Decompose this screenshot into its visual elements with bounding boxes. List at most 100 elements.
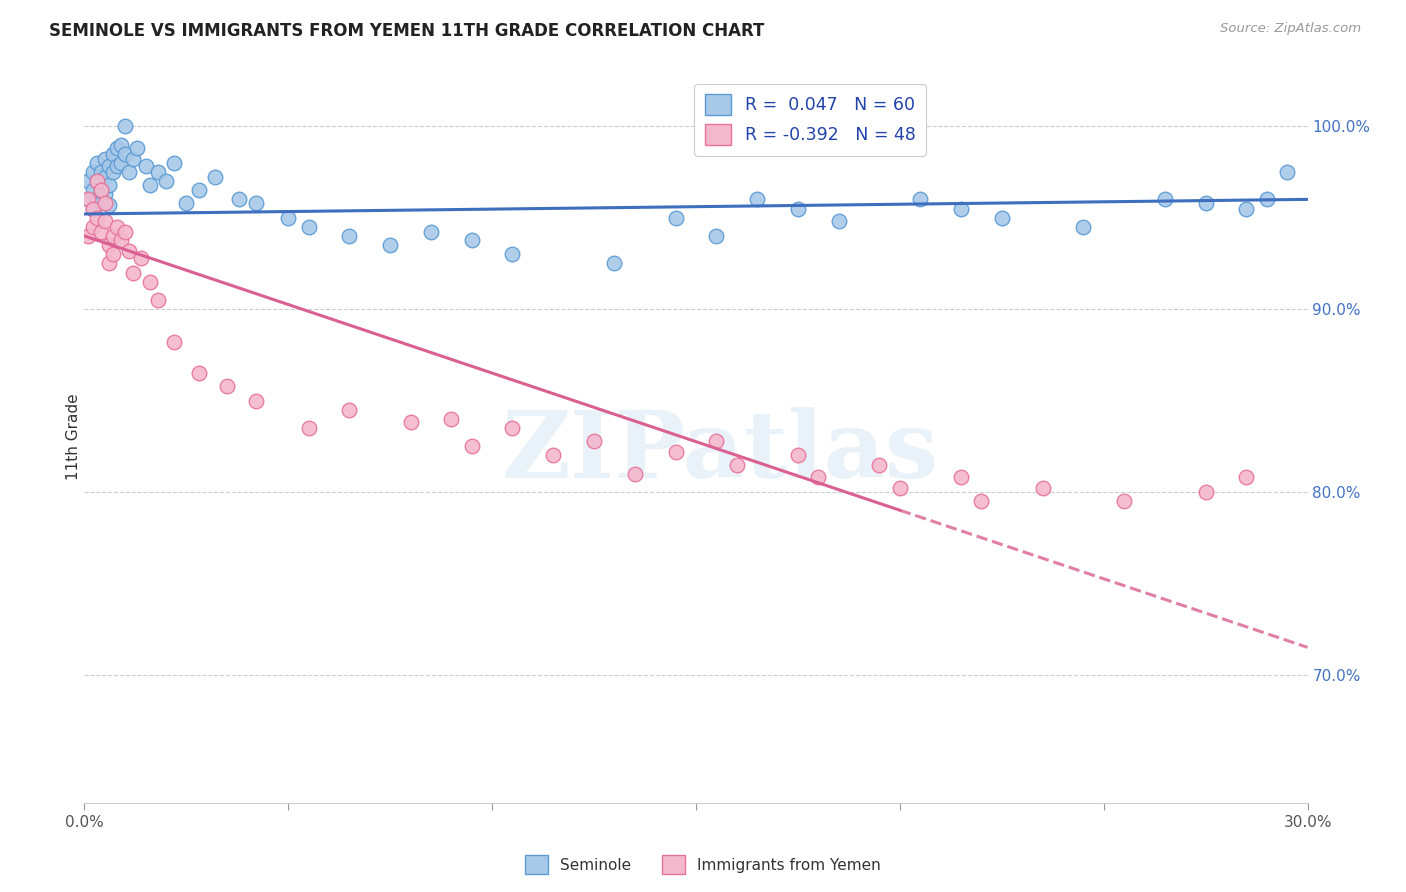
Point [77, 192, 100, 206]
Point [93, 196, 115, 211]
Point [187, 366, 209, 380]
Point [339, 402, 361, 417]
Point [706, 434, 728, 448]
Point [950, 470, 973, 484]
Point [90, 196, 112, 211]
Point [1032, 481, 1054, 495]
Point [110, 137, 132, 152]
Point [138, 275, 160, 289]
Point [1277, 165, 1299, 179]
Point [910, 192, 932, 206]
Point [502, 421, 524, 435]
Point [461, 439, 484, 453]
Point [97, 178, 120, 192]
Point [127, 141, 149, 155]
Point [101, 165, 124, 179]
Point [461, 233, 484, 247]
Point [787, 202, 810, 216]
Point [1154, 192, 1177, 206]
Point [1236, 470, 1258, 484]
Point [440, 411, 463, 425]
Point [228, 192, 250, 206]
Point [82, 202, 104, 216]
Point [118, 244, 141, 258]
Point [583, 434, 606, 448]
Point [90, 165, 112, 179]
Point [82, 165, 104, 179]
Point [1195, 196, 1218, 211]
Point [86, 174, 108, 188]
Point [163, 155, 186, 169]
Point [114, 146, 136, 161]
Point [706, 228, 728, 243]
Point [118, 165, 141, 179]
Point [950, 202, 973, 216]
Point [163, 334, 186, 349]
Point [77, 228, 100, 243]
Point [105, 160, 128, 174]
Point [82, 219, 104, 234]
Point [105, 141, 128, 155]
Point [105, 219, 128, 234]
Point [298, 421, 321, 435]
Point [787, 448, 810, 462]
Legend: Seminole, Immigrants from Yemen: Seminole, Immigrants from Yemen [519, 849, 887, 880]
Point [82, 183, 104, 197]
Point [77, 192, 100, 206]
Text: ZIPatlas: ZIPatlas [502, 407, 939, 497]
Point [90, 183, 112, 197]
Point [991, 211, 1014, 225]
Point [138, 178, 160, 192]
Point [90, 225, 112, 239]
Point [1114, 494, 1136, 508]
Point [146, 293, 169, 307]
Point [217, 379, 239, 393]
Point [420, 225, 443, 239]
Point [93, 214, 115, 228]
Point [101, 247, 124, 261]
Point [869, 458, 891, 472]
Point [245, 196, 267, 211]
Point [339, 228, 361, 243]
Point [114, 119, 136, 133]
Point [101, 228, 124, 243]
Point [97, 256, 120, 270]
Point [665, 211, 688, 225]
Point [90, 183, 112, 197]
Point [624, 467, 647, 481]
Point [86, 211, 108, 225]
Point [93, 170, 115, 185]
Point [86, 174, 108, 188]
Point [114, 225, 136, 239]
Point [97, 160, 120, 174]
Text: SEMINOLE VS IMMIGRANTS FROM YEMEN 11TH GRADE CORRELATION CHART: SEMINOLE VS IMMIGRANTS FROM YEMEN 11TH G… [49, 22, 765, 40]
Point [110, 233, 132, 247]
Y-axis label: 11th Grade: 11th Grade [66, 393, 80, 481]
Point [889, 481, 911, 495]
Point [277, 211, 299, 225]
Point [86, 155, 108, 169]
Point [122, 265, 145, 279]
Point [97, 198, 120, 212]
Point [1073, 219, 1095, 234]
Point [122, 152, 145, 166]
Point [828, 214, 851, 228]
Point [187, 183, 209, 197]
Point [603, 256, 626, 270]
Point [101, 146, 124, 161]
Point [399, 416, 422, 430]
Point [174, 196, 197, 211]
Point [93, 186, 115, 201]
Point [807, 470, 830, 484]
Point [1195, 484, 1218, 499]
Point [380, 238, 402, 252]
Point [86, 192, 108, 206]
Point [204, 170, 226, 185]
Point [298, 219, 321, 234]
Point [131, 251, 153, 265]
Point [82, 202, 104, 216]
Point [725, 458, 748, 472]
Point [135, 160, 157, 174]
Point [110, 155, 132, 169]
Point [747, 192, 769, 206]
